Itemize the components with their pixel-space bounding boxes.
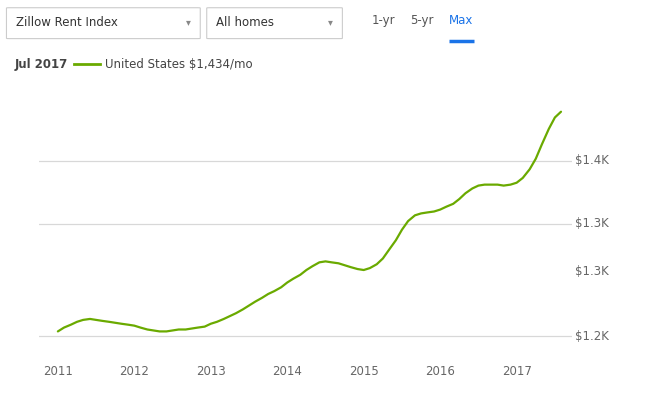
Text: $1.4K: $1.4K	[575, 154, 609, 167]
FancyBboxPatch shape	[6, 8, 200, 39]
Text: Zillow Rent Index: Zillow Rent Index	[16, 16, 118, 29]
Text: $1.3K: $1.3K	[575, 265, 609, 278]
Text: 5-yr: 5-yr	[410, 14, 433, 27]
FancyBboxPatch shape	[207, 8, 342, 39]
Text: $1.3K: $1.3K	[575, 217, 609, 230]
Text: All homes: All homes	[216, 16, 275, 29]
Text: United States $1,434/mo: United States $1,434/mo	[105, 58, 253, 71]
Text: ▾: ▾	[185, 18, 191, 27]
Text: 1-yr: 1-yr	[371, 14, 395, 27]
Text: ▾: ▾	[328, 18, 333, 27]
Text: Jul 2017: Jul 2017	[14, 58, 67, 71]
Text: Max: Max	[449, 14, 474, 27]
Text: $1.2K: $1.2K	[575, 330, 609, 343]
